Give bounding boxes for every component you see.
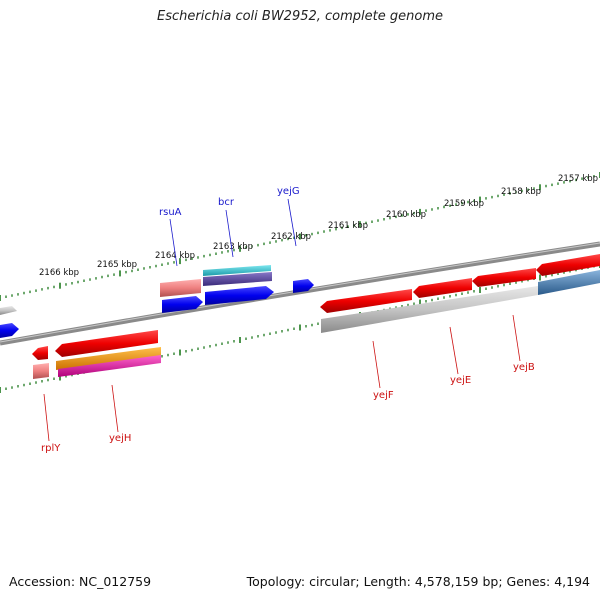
- grey-reverse-feature[interactable]: [321, 286, 538, 333]
- tick-label: 2160 kbp: [386, 210, 426, 220]
- yejg-callout-line: [287, 198, 297, 247]
- tick-label: 2157 kbp: [558, 174, 598, 184]
- steelblue-feature[interactable]: [538, 270, 600, 295]
- gene-labels: rsuA bcr yejG yejF yejE yejB yejH rplY: [41, 186, 535, 454]
- outer-tick-ruler: [0, 172, 600, 301]
- yeje-cds[interactable]: [413, 278, 472, 298]
- tick-labels: 2157 kbp 2158 kbp 2159 kbp 2160 kbp 2161…: [39, 174, 598, 278]
- bcr-cyan-feature[interactable]: [203, 265, 271, 276]
- yejb-adjacent-cds[interactable]: [536, 254, 600, 276]
- grey-feature-left[interactable]: [0, 306, 17, 315]
- gene-label-yeje[interactable]: yejE: [450, 375, 471, 386]
- reverse-features: [32, 254, 600, 379]
- rply-callout-line: [43, 393, 50, 442]
- rply-cds[interactable]: [32, 346, 48, 360]
- accession-text: Accession: NC_012759: [9, 574, 152, 589]
- yejh-orange-feature[interactable]: [56, 347, 161, 370]
- rsua-callout-line: [169, 218, 178, 267]
- tick-label: 2158 kbp: [501, 187, 541, 197]
- bcr-cds[interactable]: [205, 286, 274, 305]
- rsua-pink-feature[interactable]: [160, 279, 201, 297]
- tick-label: 2163 kbp: [213, 242, 253, 252]
- genome-summary-text: Topology: circular; Length: 4,578,159 bp…: [246, 574, 590, 589]
- gene-label-rsua[interactable]: rsuA: [159, 207, 182, 218]
- tick-label: 2165 kbp: [97, 260, 137, 270]
- gene-label-yejf[interactable]: yejF: [373, 390, 394, 401]
- rsua-cds[interactable]: [162, 296, 203, 313]
- genome-title: Escherichia coli BW2952, complete genome: [157, 9, 443, 24]
- tick-label: 2164 kbp: [155, 251, 195, 261]
- yejb-callout-line: [512, 314, 521, 362]
- gene-label-rply[interactable]: rplY: [41, 443, 61, 454]
- yejh-magenta-feature[interactable]: [58, 355, 161, 377]
- tick-label: 2166 kbp: [39, 268, 79, 278]
- tick-label: 2162 kbp: [271, 232, 311, 242]
- forward-features: [0, 265, 314, 338]
- tick-label: 2159 kbp: [444, 199, 484, 209]
- gene-callouts: [43, 198, 521, 442]
- gene-label-yejg[interactable]: yejG: [277, 186, 300, 197]
- yejb-cds[interactable]: [472, 268, 536, 287]
- forward-cds-left[interactable]: [0, 323, 19, 338]
- bcr-callout-line: [225, 209, 234, 258]
- yejf-callout-line: [372, 340, 381, 389]
- yejf-cds[interactable]: [320, 289, 412, 313]
- gene-label-yejb[interactable]: yejB: [513, 362, 535, 373]
- bcr-purple-feature[interactable]: [203, 272, 272, 286]
- rply-pink-feature[interactable]: [33, 363, 49, 379]
- yejg-cds[interactable]: [293, 279, 314, 293]
- gene-label-bcr[interactable]: bcr: [218, 197, 235, 208]
- tick-label: 2161 kbp: [328, 221, 368, 231]
- yeje-callout-line: [449, 326, 459, 375]
- yejh-callout-line: [111, 384, 119, 433]
- yejh-cds[interactable]: [55, 330, 158, 357]
- gene-label-yejh[interactable]: yejH: [109, 433, 131, 444]
